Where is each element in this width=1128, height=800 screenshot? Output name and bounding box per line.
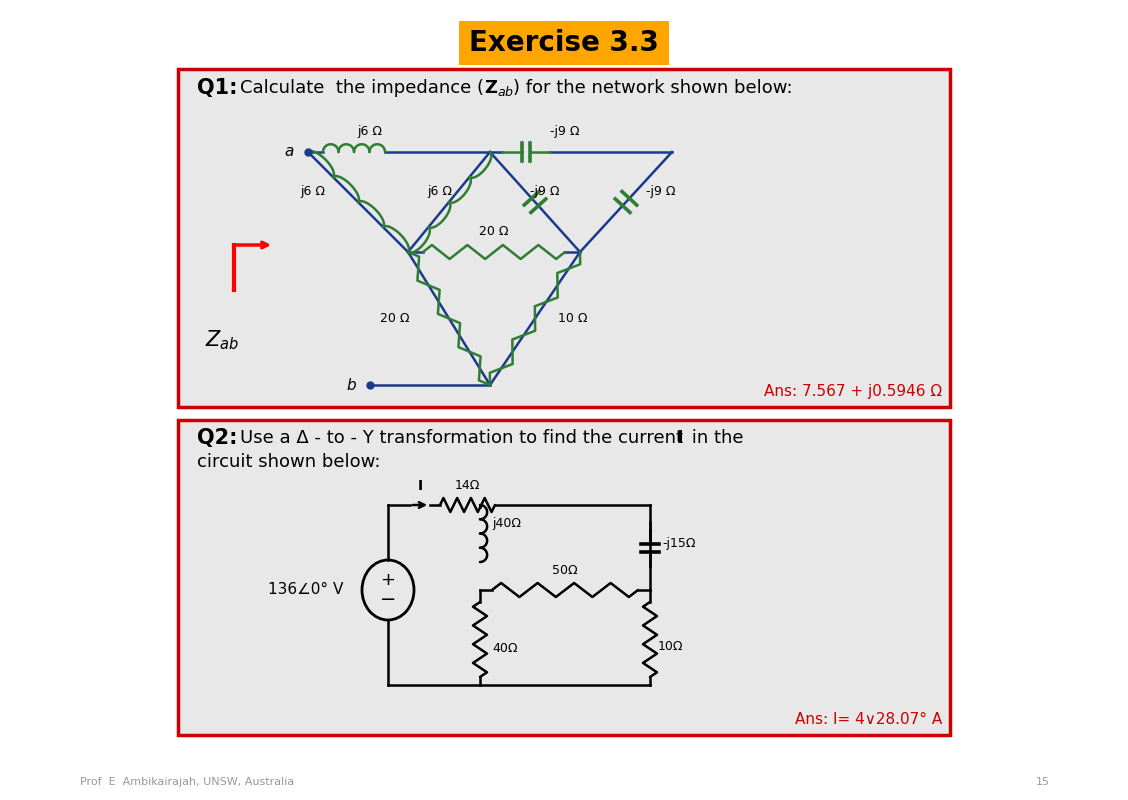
Text: 10Ω: 10Ω <box>658 639 684 653</box>
Text: $\mathbf{Z}_{ab}$: $\mathbf{Z}_{ab}$ <box>484 78 514 98</box>
Text: −: − <box>380 590 396 610</box>
Text: j6 Ω: j6 Ω <box>428 186 452 198</box>
Text: a: a <box>284 145 294 159</box>
Text: 20 Ω: 20 Ω <box>380 311 409 325</box>
Text: Exercise 3.3: Exercise 3.3 <box>469 29 659 57</box>
Text: 20 Ω: 20 Ω <box>479 225 509 238</box>
Text: 40Ω: 40Ω <box>492 642 518 654</box>
Text: 15: 15 <box>1036 777 1050 787</box>
Text: Ans: I= 4∨28.07° A: Ans: I= 4∨28.07° A <box>795 712 942 727</box>
Text: 14Ω: 14Ω <box>455 479 479 492</box>
Text: in the: in the <box>686 429 743 447</box>
Text: Prof  E  Ambikairajah, UNSW, Australia: Prof E Ambikairajah, UNSW, Australia <box>80 777 294 787</box>
Text: -j15Ω: -j15Ω <box>662 537 696 550</box>
Text: b: b <box>346 378 356 393</box>
Bar <box>178 69 950 407</box>
Text: j6 Ω: j6 Ω <box>300 186 325 198</box>
Bar <box>178 420 950 735</box>
Text: Q1:: Q1: <box>197 78 238 98</box>
Text: -j9 Ω: -j9 Ω <box>530 186 559 198</box>
Text: -j9 Ω: -j9 Ω <box>646 186 676 198</box>
Bar <box>459 21 669 65</box>
Text: -j9 Ω: -j9 Ω <box>550 125 580 138</box>
Text: ) for the network shown below:: ) for the network shown below: <box>513 79 793 97</box>
Text: j6 Ω: j6 Ω <box>358 125 382 138</box>
Text: I: I <box>676 429 682 447</box>
Text: Calculate  the impedance (: Calculate the impedance ( <box>240 79 484 97</box>
Text: Q2:: Q2: <box>197 428 238 448</box>
Text: circuit shown below:: circuit shown below: <box>197 453 380 471</box>
Text: j40Ω: j40Ω <box>492 518 521 530</box>
Text: Ans: 7.567 + j0.5946 Ω: Ans: 7.567 + j0.5946 Ω <box>764 384 942 399</box>
Text: I: I <box>417 479 423 493</box>
Text: 50Ω: 50Ω <box>553 564 578 577</box>
Text: 136∠0° V: 136∠0° V <box>267 582 343 598</box>
Text: +: + <box>380 571 396 589</box>
Text: $Z_{ab}$: $Z_{ab}$ <box>205 328 239 352</box>
Text: 10 Ω: 10 Ω <box>558 311 588 325</box>
Text: Use a Δ - to - Y transformation to find the current: Use a Δ - to - Y transformation to find … <box>240 429 695 447</box>
